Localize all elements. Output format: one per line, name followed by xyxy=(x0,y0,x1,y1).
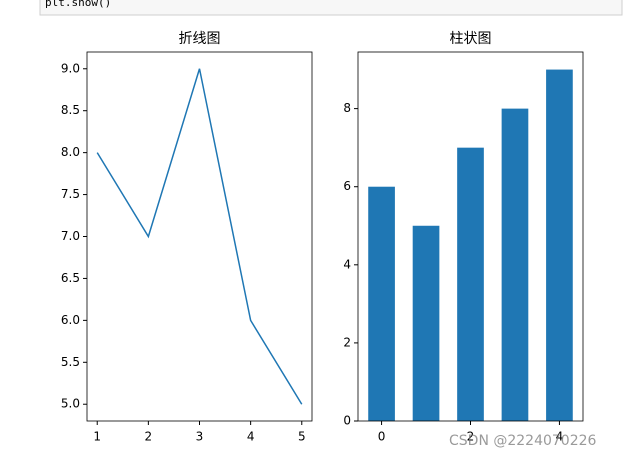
y-tick-label: 8.5 xyxy=(61,103,80,117)
bar xyxy=(501,108,529,421)
x-tick-label: 1 xyxy=(93,430,101,444)
code-text: plt.show() xyxy=(45,0,111,9)
bar xyxy=(546,69,573,422)
y-tick-label: 8 xyxy=(343,101,351,115)
x-tick-label: 2 xyxy=(467,430,475,444)
y-tick-label: 9.0 xyxy=(61,61,80,75)
x-tick-label: 5 xyxy=(298,430,306,444)
watermark: CSDN @2224070226 xyxy=(449,433,597,449)
y-tick-label: 5.5 xyxy=(61,355,80,369)
y-tick-label: 0 xyxy=(343,414,351,428)
y-tick-label: 6 xyxy=(343,179,351,193)
bar xyxy=(457,147,484,421)
chart-title: 柱状图 xyxy=(450,31,492,47)
code-cell xyxy=(39,0,623,16)
x-tick-label: 4 xyxy=(556,430,564,444)
y-tick-label: 2 xyxy=(343,335,351,349)
y-tick-label: 6.0 xyxy=(61,313,80,327)
bar xyxy=(368,186,395,421)
x-tick-label: 2 xyxy=(145,430,153,444)
x-tick-label: 4 xyxy=(247,430,255,444)
x-tick-label: 3 xyxy=(196,430,204,444)
y-tick-label: 5.0 xyxy=(61,397,80,411)
bar xyxy=(412,225,440,421)
y-tick-label: 6.5 xyxy=(61,271,80,285)
y-tick-label: 7.5 xyxy=(61,187,80,201)
y-tick-label: 7.0 xyxy=(61,229,80,243)
axes-frame xyxy=(357,51,584,422)
y-tick-label: 4 xyxy=(343,257,351,271)
chart-title: 折线图 xyxy=(179,31,221,47)
y-tick-label: 8.0 xyxy=(61,145,80,159)
axes-frame xyxy=(86,51,313,422)
x-tick-label: 0 xyxy=(378,430,386,444)
line xyxy=(96,68,303,405)
